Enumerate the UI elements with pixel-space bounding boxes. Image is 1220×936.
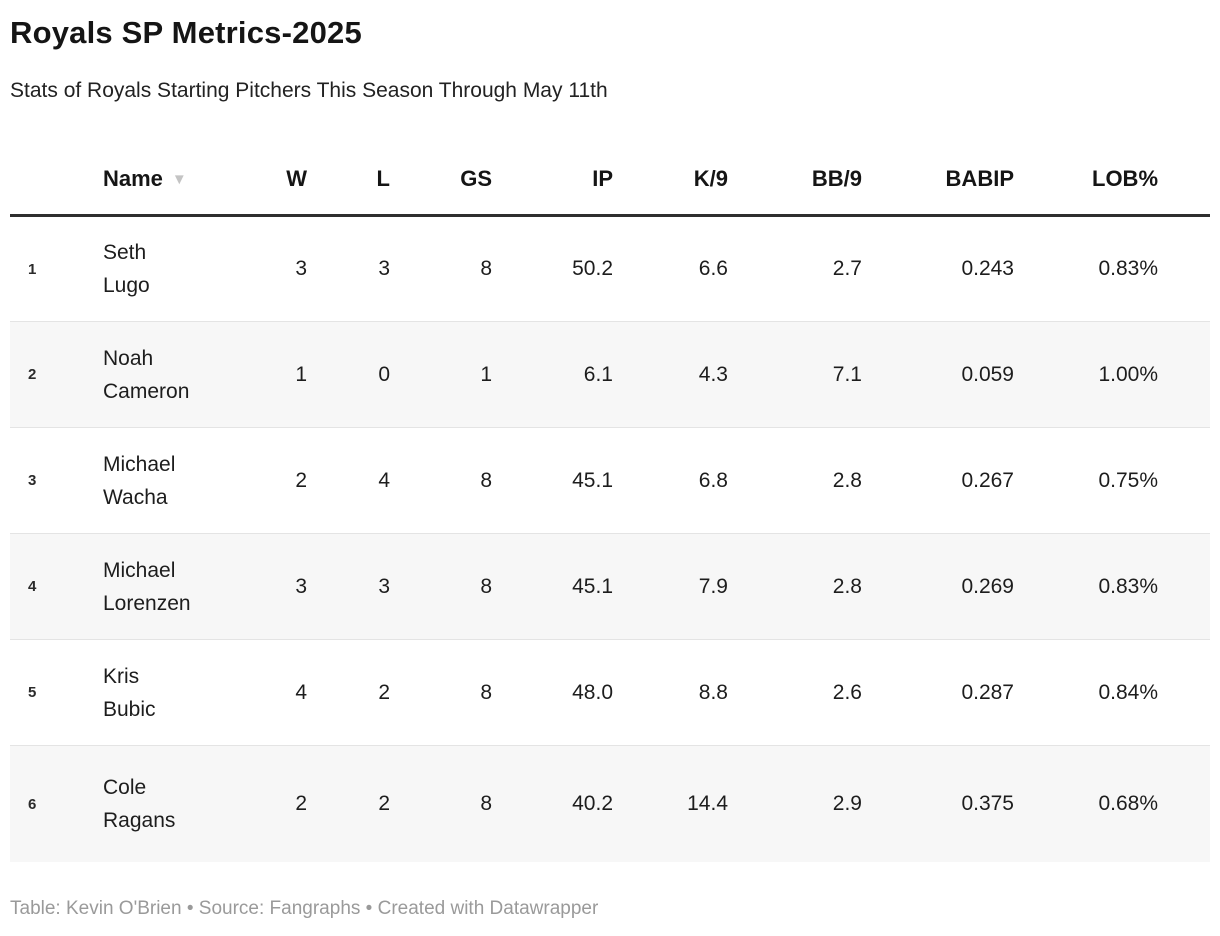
stat-l: 2 xyxy=(307,639,390,746)
stat-babip: 0.375 xyxy=(862,745,1014,862)
column-header-k9[interactable]: K/9 xyxy=(613,146,728,218)
stat-w: 2 xyxy=(248,427,307,534)
player-name: Kris Bubic xyxy=(103,639,248,746)
stat-lob: 0.75% xyxy=(1014,427,1210,534)
column-header-gs[interactable]: GS xyxy=(390,146,492,218)
stat-ip: 45.1 xyxy=(492,533,613,640)
footer-source-link[interactable]: Fangraphs xyxy=(269,897,361,919)
pitcher-stats-table: Name ▼ W L GS IP K/9 BB/9 BABIP LOB% 1 Se… xyxy=(10,146,1210,862)
stat-gs: 8 xyxy=(390,533,492,640)
player-name: Seth Lugo xyxy=(103,241,150,298)
stat-gs: 8 xyxy=(390,639,492,746)
stat-bb9: 2.9 xyxy=(728,745,862,862)
attribution-footer: Table: Kevin O'Brien • Source: Fangraphs… xyxy=(10,898,1210,920)
stat-l: 2 xyxy=(307,745,390,862)
table-row: 2 Noah Cameron 1 0 1 6.1 4.3 7.1 0.059 1… xyxy=(10,321,1210,428)
player-name: Noah Cameron xyxy=(103,321,248,428)
column-header-bb9[interactable]: BB/9 xyxy=(728,146,862,218)
stat-gs: 8 xyxy=(390,427,492,534)
table-row: 4 Michael Lorenzen 3 3 8 45.1 7.9 2.8 0.… xyxy=(10,533,1210,640)
stat-w: 2 xyxy=(248,745,307,862)
stat-w: 1 xyxy=(248,321,307,428)
table-row: 5 Kris Bubic 4 2 8 48.0 8.8 2.6 0.287 0.… xyxy=(10,639,1210,746)
column-header-name[interactable]: Name ▼ xyxy=(103,146,248,218)
page-title: Royals SP Metrics-2025 xyxy=(10,15,362,50)
stat-w: 3 xyxy=(295,257,307,281)
stat-k9: 7.9 xyxy=(613,533,728,640)
stat-babip: 0.243 xyxy=(961,257,1014,281)
player-name: Cole Ragans xyxy=(103,745,248,862)
stat-ip: 40.2 xyxy=(492,745,613,862)
stat-babip: 0.287 xyxy=(862,639,1014,746)
stat-bb9: 2.6 xyxy=(728,639,862,746)
stat-k9: 6.6 xyxy=(698,257,728,281)
stat-ip: 6.1 xyxy=(492,321,613,428)
column-header-l[interactable]: L xyxy=(307,146,390,218)
footer-source-label: Source: xyxy=(198,897,270,919)
table-row: 3 Michael Wacha 2 4 8 45.1 6.8 2.8 0.267… xyxy=(10,427,1210,534)
row-rank: 4 xyxy=(10,533,103,640)
stat-k9: 4.3 xyxy=(613,321,728,428)
column-header-w[interactable]: W xyxy=(248,146,307,218)
column-header-ip[interactable]: IP xyxy=(492,146,613,218)
stat-k9: 6.8 xyxy=(613,427,728,534)
footer-separator: • xyxy=(360,897,378,919)
table-header: Name ▼ W L GS IP K/9 BB/9 BABIP LOB% xyxy=(10,146,1210,218)
stat-bb9: 2.8 xyxy=(728,427,862,534)
row-rank: 5 xyxy=(10,639,103,746)
stat-lob: 0.68% xyxy=(1014,745,1210,862)
column-header-lob[interactable]: LOB% xyxy=(1014,146,1210,218)
stat-bb9: 7.1 xyxy=(728,321,862,428)
row-rank: 1 xyxy=(28,260,37,278)
table-body: 1 Seth Lugo 3 3 8 50.2 6.6 2.7 0.243 0.8… xyxy=(10,216,1210,862)
stat-gs: 8 xyxy=(390,745,492,862)
stat-ip: 48.0 xyxy=(492,639,613,746)
stat-l: 3 xyxy=(378,257,390,281)
header-row: Name ▼ W L GS IP K/9 BB/9 BABIP LOB% xyxy=(10,146,1210,218)
stat-gs: 1 xyxy=(390,321,492,428)
stat-gs: 8 xyxy=(480,257,492,281)
row-rank: 3 xyxy=(10,427,103,534)
stat-lob: 1.00% xyxy=(1014,321,1210,428)
stat-bb9: 2.7 xyxy=(832,257,862,281)
sort-descending-icon: ▼ xyxy=(171,171,187,189)
row-rank: 6 xyxy=(10,745,103,862)
footer-table-label: Table: xyxy=(10,897,66,919)
page-subtitle: Stats of Royals Starting Pitchers This S… xyxy=(10,79,608,103)
stat-ip: 45.1 xyxy=(492,427,613,534)
stat-babip: 0.269 xyxy=(862,533,1014,640)
stat-lob: 0.84% xyxy=(1014,639,1210,746)
stat-w: 3 xyxy=(248,533,307,640)
stat-l: 0 xyxy=(307,321,390,428)
stat-babip: 0.267 xyxy=(862,427,1014,534)
table-row: 1 Seth Lugo 3 3 8 50.2 6.6 2.7 0.243 0.8… xyxy=(10,216,1210,322)
stat-l: 3 xyxy=(307,533,390,640)
stat-w: 4 xyxy=(248,639,307,746)
datawrapper-credit-link[interactable]: Created with Datawrapper xyxy=(377,897,599,919)
stat-lob: 0.83% xyxy=(1014,533,1210,640)
footer-author: Kevin O'Brien xyxy=(65,897,182,919)
stat-ip: 50.2 xyxy=(572,257,613,281)
column-header-name-label: Name xyxy=(103,166,163,192)
row-rank: 2 xyxy=(10,321,103,428)
column-header-babip[interactable]: BABIP xyxy=(862,146,1014,218)
stat-babip: 0.059 xyxy=(862,321,1014,428)
player-name: Michael Lorenzen xyxy=(103,533,248,640)
table-row: 6 Cole Ragans 2 2 8 40.2 14.4 2.9 0.375 … xyxy=(10,745,1210,862)
stat-bb9: 2.8 xyxy=(728,533,862,640)
stat-l: 4 xyxy=(307,427,390,534)
stat-k9: 8.8 xyxy=(613,639,728,746)
footer-separator: • xyxy=(181,897,199,919)
stat-lob: 0.83% xyxy=(1098,257,1158,281)
column-header-rank xyxy=(10,146,103,218)
player-name: Michael Wacha xyxy=(103,427,248,534)
stat-k9: 14.4 xyxy=(613,745,728,862)
